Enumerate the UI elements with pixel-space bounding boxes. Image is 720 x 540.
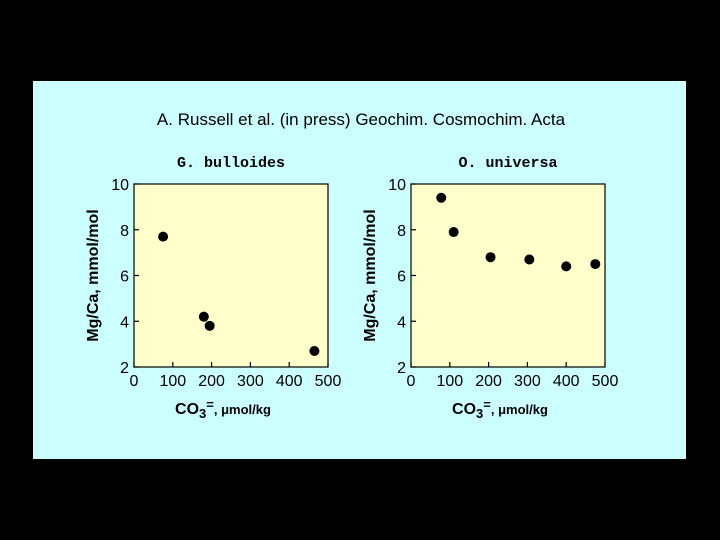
figure-svg: A. Russell et al. (in press) Geochim. Co… xyxy=(85,110,619,421)
panel2-ytick-label: 4 xyxy=(397,314,406,331)
panel1-ytick-label: 4 xyxy=(120,314,129,331)
panel1-ytick-label: 2 xyxy=(120,360,129,377)
panel1-ytick-label: 6 xyxy=(120,269,129,286)
panel1-data-point xyxy=(158,231,169,242)
panel1-xtick-label: 200 xyxy=(198,373,225,390)
panel2-data-point xyxy=(561,261,572,272)
panel2-x-axis-label: CO3=, μmol/kg xyxy=(452,397,548,421)
panel2-title: O. universa xyxy=(458,155,557,172)
panel1-xtick-label: 500 xyxy=(315,373,342,390)
panel2-xtick-label: 200 xyxy=(475,373,502,390)
panel2-ytick-label: 10 xyxy=(388,177,406,194)
panel1-data-point xyxy=(198,311,209,322)
panel2-data-point xyxy=(436,192,447,203)
panel2-y-axis-label: Mg/Ca, mmol/mol xyxy=(362,209,379,341)
panel2-ytick-label: 6 xyxy=(397,269,406,286)
panel2-data-point xyxy=(448,227,459,238)
panel1-plot-area xyxy=(133,183,329,368)
panel1-ytick-label: 10 xyxy=(111,177,129,194)
panel2-xtick-label: 0 xyxy=(407,373,416,390)
panel1-y-axis-label: Mg/Ca, mmol/mol xyxy=(85,209,102,341)
panel1-xtick-label: 0 xyxy=(130,373,139,390)
panel2-data-point xyxy=(485,252,496,263)
panel1-title: G. bulloides xyxy=(177,155,285,172)
panel1-xtick-label: 400 xyxy=(276,373,303,390)
panel2-data-point xyxy=(524,254,535,265)
panel2-xtick-label: 400 xyxy=(553,373,580,390)
panel2-ytick-label: 8 xyxy=(397,223,406,240)
panel2-data-point xyxy=(590,259,601,270)
panel1-xtick-label: 100 xyxy=(159,373,186,390)
slide-panel: A. Russell et al. (in press) Geochim. Co… xyxy=(33,81,686,459)
panel2-xtick-label: 100 xyxy=(436,373,463,390)
panel1-ytick-label: 8 xyxy=(120,223,129,240)
citation-title: A. Russell et al. (in press) Geochim. Co… xyxy=(157,110,566,129)
panel1-xtick-label: 300 xyxy=(237,373,264,390)
panel1-x-axis-label: CO3=, μmol/kg xyxy=(175,397,271,421)
panel1-data-point xyxy=(309,345,320,356)
panel1-data-point xyxy=(204,320,215,331)
panel2-plot-area xyxy=(410,183,606,368)
panel2-xtick-label: 500 xyxy=(592,373,619,390)
panel2-xtick-label: 300 xyxy=(514,373,541,390)
panel2-ytick-label: 2 xyxy=(397,360,406,377)
